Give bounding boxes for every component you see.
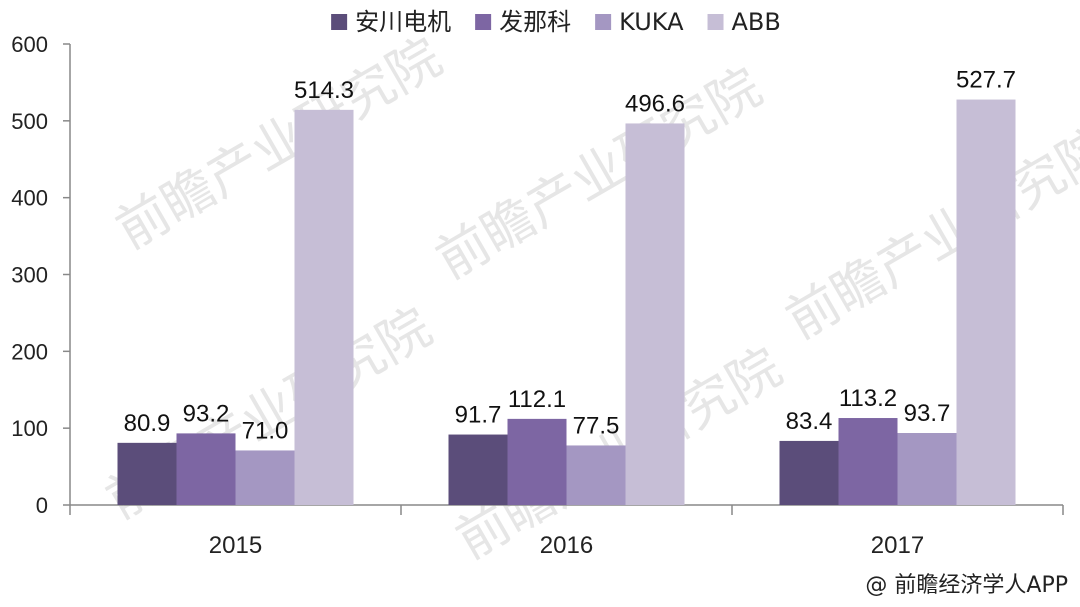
legend-swatch-发那科 xyxy=(475,14,492,30)
x-tick-label: 2017 xyxy=(871,532,924,559)
legend-label-安川电机: 安川电机 xyxy=(355,8,451,36)
bar-发那科-2016 xyxy=(507,418,567,505)
x-tick-label: 2016 xyxy=(540,532,593,559)
data-label: 93.2 xyxy=(183,400,230,427)
watermark-text: 前瞻产业研究院 xyxy=(777,117,1080,351)
legend-label-发那科: 发那科 xyxy=(499,8,571,36)
watermark-text: 前瞻产业研究院 xyxy=(107,27,452,261)
y-tick-label: 500 xyxy=(11,109,48,134)
bar-安川电机-2015 xyxy=(117,442,177,505)
data-label: 91.7 xyxy=(455,402,502,429)
bar-KUKA-2017 xyxy=(897,433,957,505)
legend: 安川电机 发那科 KUKA ABB xyxy=(331,8,781,36)
legend-swatch-KUKA xyxy=(595,14,612,30)
bar-KUKA-2016 xyxy=(566,445,626,505)
bar-发那科-2015 xyxy=(176,433,236,505)
data-label: 77.5 xyxy=(573,412,620,439)
bar-ABB-2016 xyxy=(625,123,685,505)
legend-label-KUKA: KUKA xyxy=(619,8,684,36)
data-label: 113.2 xyxy=(839,385,897,412)
y-tick-label: 300 xyxy=(11,263,48,288)
watermark-text: 前瞻产业研究院 xyxy=(427,57,772,291)
legend-swatch-安川电机 xyxy=(331,14,348,30)
legend-swatch-ABB xyxy=(707,14,724,30)
bar-安川电机-2016 xyxy=(448,434,508,505)
bar-安川电机-2017 xyxy=(779,440,839,505)
bar-KUKA-2015 xyxy=(235,450,295,505)
data-label: 93.7 xyxy=(904,400,951,427)
bar-ABB-2017 xyxy=(956,99,1016,505)
data-label: 80.9 xyxy=(124,410,171,437)
y-tick-label: 200 xyxy=(11,339,48,364)
data-label: 112.1 xyxy=(508,386,566,413)
data-label: 527.7 xyxy=(956,67,1016,94)
source-credit: @ 前瞻经济学人APP xyxy=(865,573,1068,598)
y-tick-label: 400 xyxy=(11,186,48,211)
data-label: 514.3 xyxy=(294,77,354,104)
y-tick-label: 600 xyxy=(11,32,48,57)
bar-ABB-2015 xyxy=(294,109,354,506)
x-tick-label: 2015 xyxy=(209,532,262,559)
data-label: 496.6 xyxy=(625,90,685,117)
y-tick-label: 0 xyxy=(36,493,48,518)
legend-label-ABB: ABB xyxy=(732,8,781,36)
data-label: 83.4 xyxy=(786,408,833,435)
y-tick-label: 100 xyxy=(11,416,48,441)
data-label: 71.0 xyxy=(242,417,289,444)
bar-发那科-2017 xyxy=(838,418,898,505)
bars xyxy=(117,99,1016,506)
